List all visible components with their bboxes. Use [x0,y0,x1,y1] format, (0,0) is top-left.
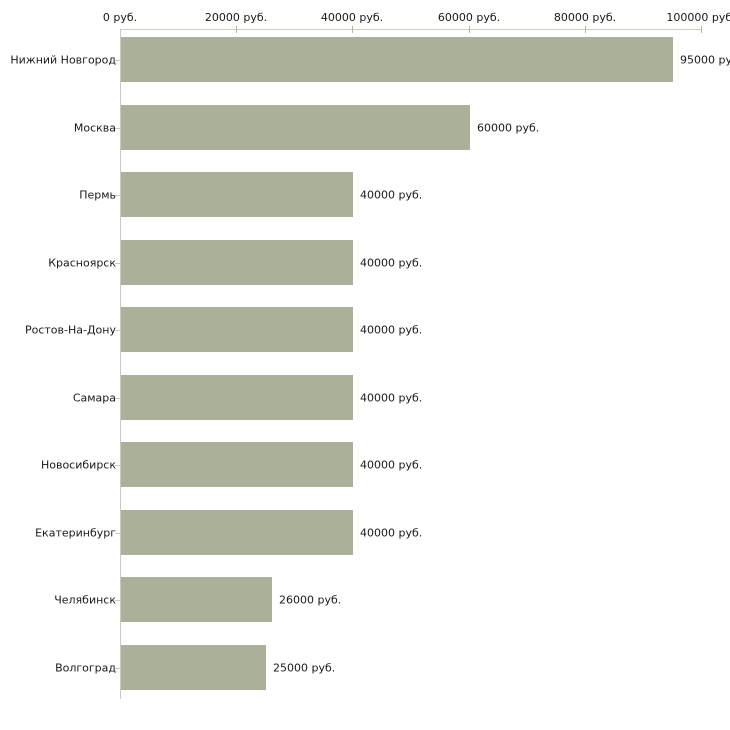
category-label: Екатеринбург [35,526,116,539]
value-label: 40000 руб. [360,458,423,471]
y-axis-tick [115,195,120,196]
value-label: 26000 руб. [279,593,342,606]
value-label: 40000 руб. [360,256,423,269]
category-label: Москва [73,121,116,134]
category-label: Нижний Новгород [10,53,116,66]
bar [121,442,353,487]
y-axis-tick [115,465,120,466]
value-label: 40000 руб. [360,188,423,201]
bar [121,172,353,217]
value-label: 95000 руб. [680,53,730,66]
y-axis-tick [115,398,120,399]
category-label: Красноярск [48,256,116,269]
y-axis-tick [115,533,120,534]
bar [121,577,272,622]
bar [121,105,470,150]
category-label: Самара [72,391,116,404]
y-axis-tick [115,668,120,669]
bar [121,645,266,690]
value-label: 60000 руб. [477,121,540,134]
x-axis-tick [701,26,702,33]
value-label: 40000 руб. [360,323,423,336]
x-axis-tick [352,26,353,33]
bar [121,510,353,555]
y-axis-line [120,29,121,699]
y-axis-tick [115,600,120,601]
y-axis-tick [115,128,120,129]
bar [121,375,353,420]
bar [121,240,353,285]
x-axis-tick-label: 60000 руб. [437,11,501,24]
x-axis-tick-label: 40000 руб. [320,11,384,24]
category-label: Новосибирск [40,458,116,471]
x-axis-tick [585,26,586,33]
bar [121,307,353,352]
y-axis-tick [115,330,120,331]
x-axis-tick [236,26,237,33]
x-axis-tick-label: 80000 руб. [553,11,617,24]
x-axis-tick-label: 100000 руб. [666,11,730,24]
bar [121,37,673,82]
x-axis-line [120,29,702,30]
y-axis-tick [115,263,120,264]
x-axis-tick-label: 0 руб. [102,11,138,24]
category-label: Челябинск [54,593,116,606]
x-axis-tick-label: 20000 руб. [204,11,268,24]
value-label: 40000 руб. [360,526,423,539]
category-label: Волгоград [55,661,116,674]
category-label: Ростов-На-Дону [24,323,116,336]
value-label: 25000 руб. [273,661,336,674]
value-label: 40000 руб. [360,391,423,404]
y-axis-tick [115,60,120,61]
category-label: Пермь [79,188,116,201]
x-axis-tick [469,26,470,33]
